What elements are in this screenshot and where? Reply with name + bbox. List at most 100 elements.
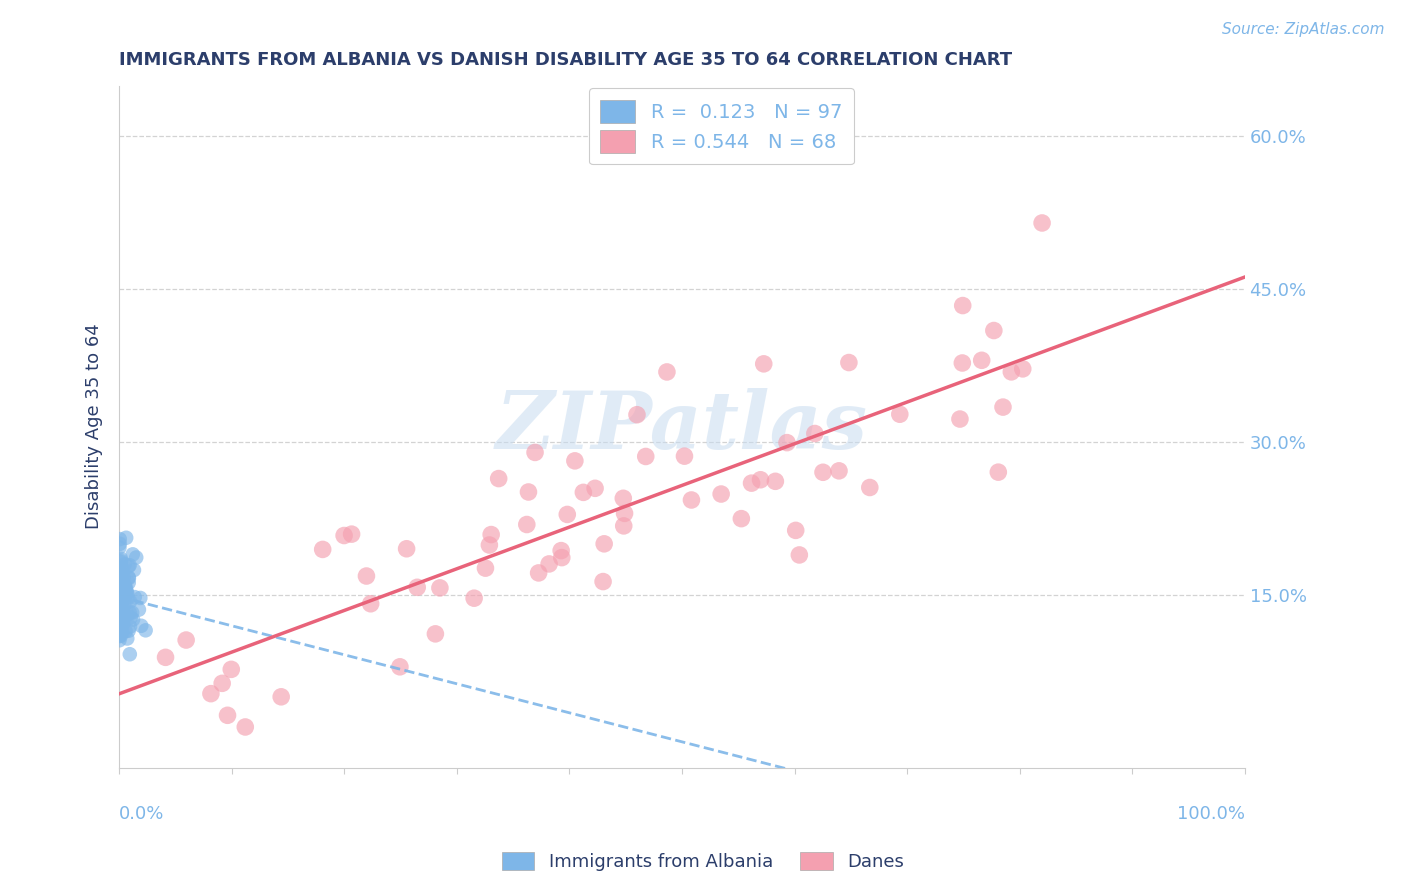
Point [122, 613, 145, 627]
Point [114, 624, 136, 639]
Point [593, 537, 616, 551]
Point [174, 633, 197, 648]
Point [112, 571, 135, 585]
Point [114, 585, 136, 599]
Point [752, 357, 775, 371]
Point [115, 581, 138, 595]
Point [789, 548, 811, 562]
Point [121, 547, 143, 561]
Point [115, 596, 138, 610]
Point [108, 624, 131, 638]
Point [111, 574, 134, 589]
Point [749, 473, 772, 487]
Point [110, 591, 132, 606]
Point [356, 569, 378, 583]
Point [115, 531, 138, 545]
Point [108, 575, 131, 590]
Point [572, 485, 595, 500]
Point [108, 607, 131, 622]
Point [118, 558, 141, 573]
Point [112, 617, 135, 632]
Point [987, 465, 1010, 479]
Point [118, 647, 141, 661]
Text: ZIPatlas: ZIPatlas [496, 388, 868, 466]
Point [129, 591, 152, 605]
Point [111, 584, 134, 599]
Point [108, 566, 131, 581]
Point [710, 487, 733, 501]
Point [111, 610, 134, 624]
Point [478, 538, 501, 552]
Point [949, 412, 972, 426]
Point [785, 524, 807, 538]
Point [991, 400, 1014, 414]
Point [634, 450, 657, 464]
Point [551, 550, 574, 565]
Point [200, 687, 222, 701]
Point [108, 576, 131, 591]
Point [112, 584, 135, 599]
Point [125, 550, 148, 565]
Point [108, 628, 131, 642]
Y-axis label: Disability Age 35 to 64: Disability Age 35 to 64 [86, 324, 103, 530]
Point [110, 606, 132, 620]
Point [108, 584, 131, 599]
Point [108, 599, 131, 613]
Point [1011, 362, 1033, 376]
Point [117, 586, 139, 600]
Point [128, 602, 150, 616]
Point [838, 355, 860, 369]
Point [108, 571, 131, 585]
Point [406, 580, 429, 594]
Point [828, 464, 851, 478]
Point [516, 517, 538, 532]
Point [121, 606, 143, 620]
Point [114, 578, 136, 592]
Point [110, 598, 132, 612]
Point [538, 557, 561, 571]
Point [312, 542, 335, 557]
Legend: R =  0.123   N = 97, R = 0.544   N = 68: R = 0.123 N = 97, R = 0.544 N = 68 [589, 88, 853, 164]
Point [110, 600, 132, 615]
Point [110, 568, 132, 582]
Point [112, 598, 135, 612]
Point [340, 527, 363, 541]
Point [550, 543, 572, 558]
Point [108, 581, 131, 595]
Point [108, 595, 131, 609]
Point [112, 605, 135, 619]
Point [110, 569, 132, 583]
Point [429, 581, 451, 595]
Point [479, 527, 502, 541]
Point [108, 532, 131, 546]
Point [124, 590, 146, 604]
Point [108, 586, 131, 600]
Point [952, 299, 974, 313]
Point [108, 537, 131, 551]
Point [118, 575, 141, 590]
Point [613, 519, 636, 533]
Point [108, 582, 131, 597]
Point [681, 493, 703, 508]
Point [115, 584, 138, 599]
Point [110, 569, 132, 583]
Point [111, 625, 134, 640]
Point [110, 611, 132, 625]
Point [108, 577, 131, 591]
Point [811, 465, 834, 479]
Point [111, 608, 134, 623]
Point [108, 567, 131, 582]
Point [1000, 365, 1022, 379]
Point [889, 407, 911, 421]
Point [110, 625, 132, 640]
Point [111, 614, 134, 628]
Point [804, 426, 827, 441]
Point [117, 591, 139, 605]
Point [776, 435, 799, 450]
Point [524, 445, 547, 459]
Point [108, 611, 131, 625]
Point [120, 594, 142, 608]
Point [612, 491, 634, 506]
Point [117, 570, 139, 584]
Point [110, 554, 132, 568]
